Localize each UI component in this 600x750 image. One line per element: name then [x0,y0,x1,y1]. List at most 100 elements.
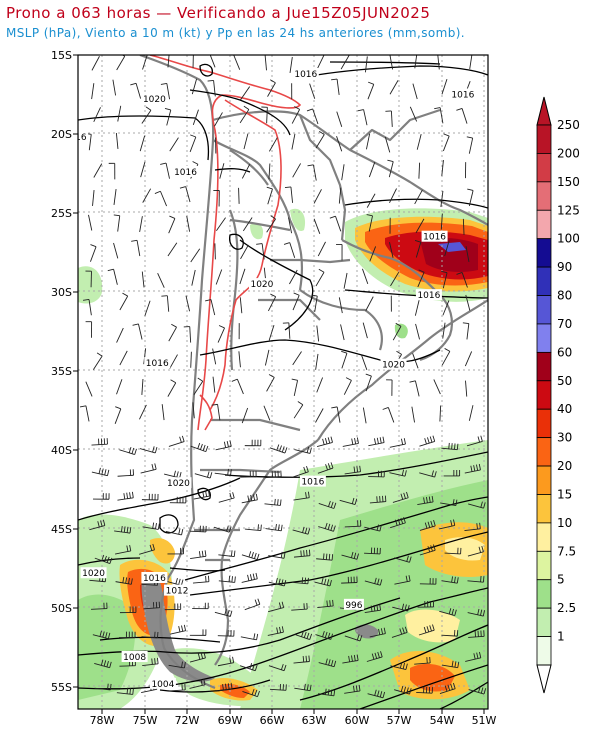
wind-barb [362,322,368,339]
latitude-label: 35S [51,365,72,378]
wind-barb [456,271,468,288]
wind-barb [113,214,121,232]
wind-barb [294,630,313,640]
wind-barb [218,575,236,583]
latitude-label: 55S [51,681,72,694]
wind-barb [266,374,275,392]
isobar-label: 1016 [451,91,474,101]
wind-barb [386,379,393,396]
wind-barb [190,550,207,560]
wind-barb [464,351,473,367]
wind-barb [316,553,334,561]
wind-barb [94,683,112,691]
wind-barb [189,525,207,533]
wind-barb [415,218,425,234]
colorbar-label: 90 [557,260,572,274]
wind-barb [338,187,342,204]
wind-barb [417,495,434,506]
wind-barb [216,682,233,692]
isobar-label-background [421,230,448,242]
wind-barb [365,133,371,150]
wind-barb [442,300,450,316]
wind-barb [414,656,431,665]
wind-barb [268,577,287,587]
wind-barb [331,406,341,423]
wind-barb [313,189,322,204]
wind-barb [168,435,185,447]
coastlines-and-borders [139,55,488,690]
wind-barb [368,436,385,447]
wind-barb [238,187,240,204]
wind-barb [394,685,412,695]
colorbar-swatch [536,238,552,268]
wind-barb [117,469,134,477]
wind-barb [318,500,337,509]
wind-barb [419,578,437,585]
latitude-label: 30S [51,286,72,299]
wind-barb [143,601,161,610]
wind-barb [268,325,275,341]
wind-barb [365,296,374,311]
wind-barb [160,162,170,179]
wind-barb [316,325,320,342]
wind-barb [340,55,350,70]
wind-barb [268,137,278,152]
wind-barb [212,348,217,365]
wind-barb [154,190,168,207]
wind-barb [240,86,251,100]
wind-barb [291,603,308,611]
wind-barb [119,606,137,614]
wind-barb [189,629,207,636]
colorbar-label: 5 [557,573,565,587]
isobar-label-background [449,88,476,100]
wind-barb [85,270,92,288]
wind-barb [387,159,394,178]
wind-barb [91,438,108,446]
colorbar-swatch [536,550,552,581]
wind-barb [164,603,182,611]
wind-barb [217,656,235,667]
wind-barb [131,239,141,257]
wind-barb [314,577,332,587]
wind-barb [464,522,481,532]
wind-barb [242,688,260,698]
wind-barb [193,377,204,395]
wind-barb [213,189,220,207]
wind-barb [83,298,92,316]
wind-barb [382,406,395,423]
wind-barb [417,600,434,608]
wind-barb [389,438,406,448]
wind-barb [283,242,296,258]
wind-barb [189,678,206,689]
wind-barb [389,469,407,477]
wind-barb [442,322,446,339]
colorbar-label: 1 [557,630,565,644]
wind-barb [311,294,318,312]
isobar-label-background [299,475,326,487]
wind-barb [289,269,298,285]
wind-barb [466,435,483,447]
wind-barb [392,603,410,612]
wind-barb [242,217,253,232]
wind-barb [415,323,420,340]
wind-barb [116,327,124,343]
wind-barb [344,634,363,642]
wind-barb [119,631,136,639]
colorbar-swatch [536,408,552,439]
wind-barb [419,435,436,447]
wind-barb [365,373,372,392]
wind-barb [465,651,482,662]
wind-barb [444,547,462,555]
wind-barb [168,215,176,234]
wind-barb [108,162,116,180]
colorbar-label: 20 [557,459,572,473]
wind-barb [441,348,451,366]
wind-barb [342,654,359,664]
wind-barb [316,377,324,393]
wind-barb [444,240,450,257]
isobar-label: 1016 [174,168,197,178]
wind-barb [369,495,387,504]
wind-barb [414,240,422,258]
wind-barb [284,186,294,203]
latitude-label: 15S [51,49,72,62]
